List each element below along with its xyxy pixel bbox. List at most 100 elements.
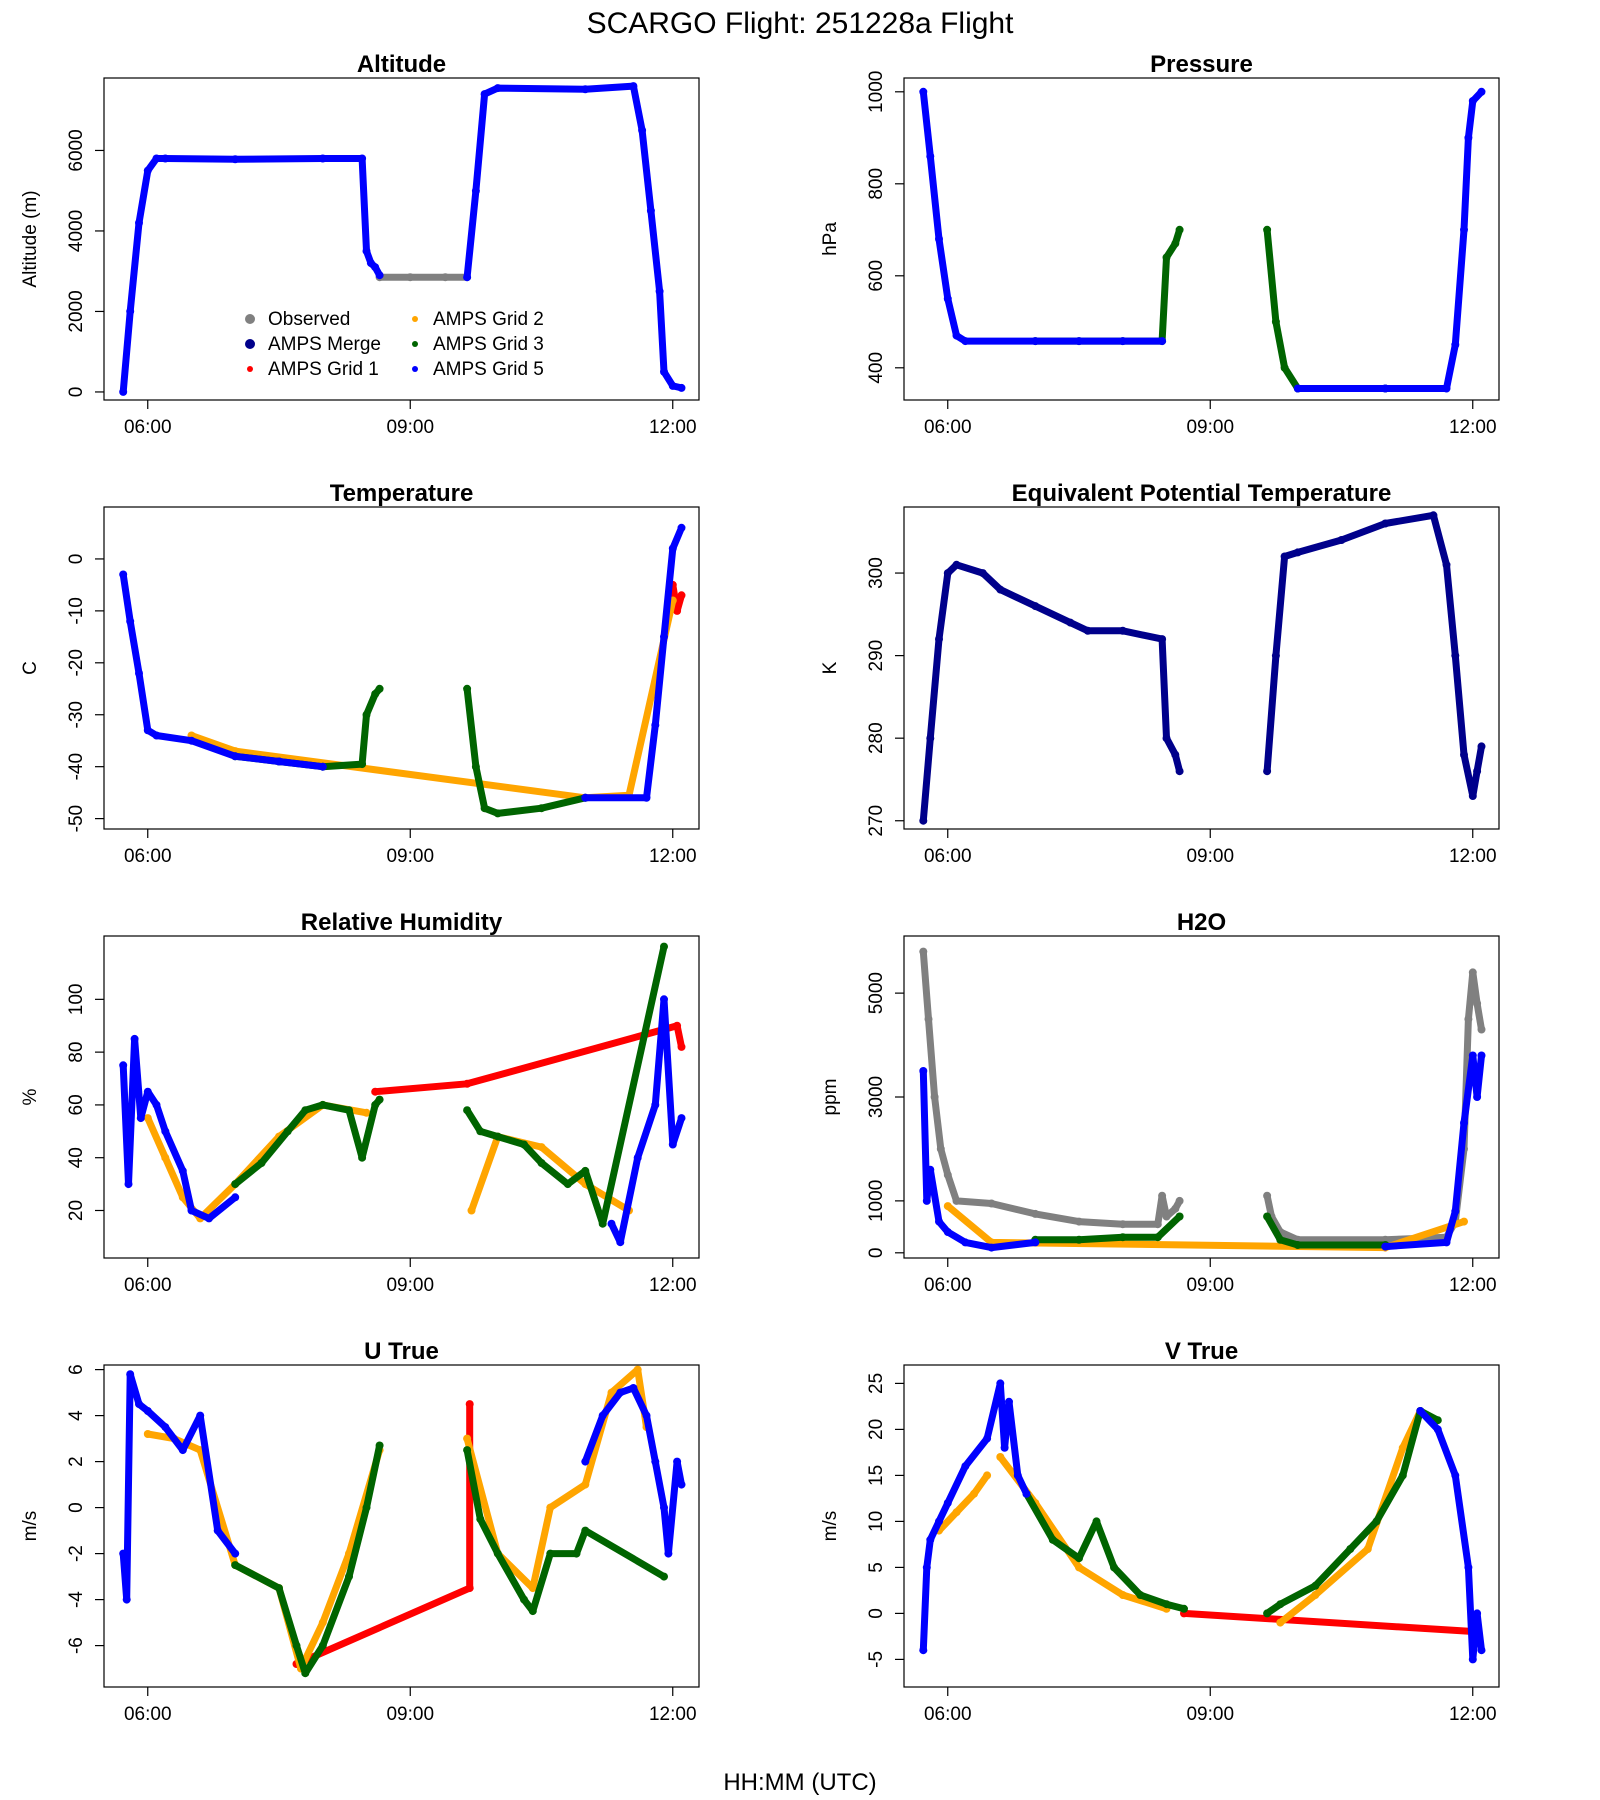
series-observed bbox=[1263, 968, 1485, 1244]
y-axis-label: Altitude (m) bbox=[20, 190, 41, 287]
point-amps-grid-5 bbox=[152, 154, 161, 163]
series-group bbox=[919, 511, 1486, 825]
point-amps-grid-5 bbox=[1468, 1655, 1477, 1664]
point-amps-grid-3 bbox=[257, 1159, 266, 1167]
point-amps-grid-2 bbox=[143, 1430, 152, 1438]
series-group bbox=[119, 942, 686, 1247]
point-amps-grid-2 bbox=[1118, 1591, 1127, 1599]
y-tick-label: 290 bbox=[866, 640, 887, 672]
point-observed bbox=[1468, 968, 1477, 977]
point-amps-grid-5 bbox=[231, 1193, 240, 1202]
point-amps-grid-5 bbox=[935, 1517, 943, 1526]
point-observed bbox=[1473, 999, 1482, 1008]
point-amps-grid-5 bbox=[677, 1114, 686, 1123]
y-tick-label: 20 bbox=[866, 1419, 887, 1440]
plot-frame bbox=[903, 1364, 1500, 1688]
point-amps-grid-3 bbox=[520, 1140, 528, 1149]
point-amps-grid-5 bbox=[119, 1061, 128, 1070]
point-amps-grid-3 bbox=[345, 1572, 353, 1581]
legend-label-amps-grid-1: AMPS Grid 1 bbox=[268, 359, 379, 380]
y-tick-label: 6 bbox=[66, 1364, 87, 1375]
point-amps-grid-2 bbox=[633, 1365, 642, 1374]
point-amps-grid-3 bbox=[301, 1669, 310, 1678]
panel-title: H2O bbox=[1177, 909, 1226, 936]
point-amps-grid-5 bbox=[668, 381, 677, 390]
point-amps-merge bbox=[1477, 742, 1486, 751]
point-amps-grid-3 bbox=[231, 1561, 240, 1570]
legend-marker-amps-grid-5 bbox=[412, 366, 418, 372]
point-amps-grid-5 bbox=[161, 1127, 170, 1136]
point-amps-grid-5 bbox=[651, 1100, 660, 1109]
point-amps-grid-5 bbox=[642, 1411, 651, 1420]
panel-u-true: U True 06:00 09:00 12:00 -6 -4 -2 0 2 4 6 m/s bbox=[20, 1338, 700, 1725]
y-tick-label: -40 bbox=[66, 753, 87, 780]
series-group bbox=[919, 87, 1486, 393]
point-amps-grid-5 bbox=[638, 126, 647, 135]
point-amps-grid-5 bbox=[130, 1034, 139, 1043]
point-amps-grid-5 bbox=[935, 1217, 943, 1226]
legend-marker-amps-grid-3 bbox=[412, 341, 418, 347]
plot-frame bbox=[103, 935, 700, 1259]
point-observed bbox=[930, 1093, 939, 1101]
point-amps-merge bbox=[1293, 548, 1302, 557]
y-tick-label: -2 bbox=[66, 1545, 87, 1562]
point-amps-grid-5 bbox=[231, 1549, 240, 1558]
point-amps-grid-5 bbox=[119, 1549, 128, 1558]
point-amps-grid-5 bbox=[598, 1411, 607, 1420]
y-tick-label: 400 bbox=[866, 352, 887, 384]
series-group bbox=[919, 947, 1486, 1252]
point-observed bbox=[919, 947, 928, 956]
point-amps-grid-5 bbox=[983, 1434, 992, 1443]
series-group bbox=[919, 1379, 1486, 1664]
point-amps-grid-5 bbox=[935, 235, 943, 243]
point-amps-merge bbox=[996, 585, 1005, 594]
x-tick-label: 09:00 bbox=[386, 1275, 434, 1296]
point-amps-grid-3 bbox=[1263, 1212, 1272, 1221]
point-amps-merge bbox=[1158, 635, 1167, 644]
point-amps-grid-3 bbox=[358, 1153, 367, 1162]
point-amps-grid-2 bbox=[581, 1480, 590, 1489]
point-amps-grid-3 bbox=[1162, 253, 1171, 262]
point-amps-grid-3 bbox=[581, 1526, 590, 1535]
y-tick-label: 2000 bbox=[66, 290, 87, 332]
y-axis-label: m/s bbox=[20, 1511, 41, 1542]
point-observed bbox=[1153, 1220, 1162, 1229]
point-amps-grid-2 bbox=[528, 1584, 537, 1593]
point-amps-grid-5 bbox=[493, 84, 502, 93]
point-observed bbox=[441, 273, 450, 282]
y-tick-label: 60 bbox=[66, 1094, 87, 1115]
point-amps-grid-5 bbox=[673, 1457, 682, 1466]
y-tick-label: 25 bbox=[866, 1373, 887, 1394]
point-amps-merge bbox=[1031, 602, 1040, 611]
point-amps-grid-3 bbox=[1263, 225, 1272, 234]
point-amps-grid-5 bbox=[943, 1499, 952, 1507]
x-tick-label: 12:00 bbox=[649, 1704, 697, 1725]
y-tick-label: 1000 bbox=[866, 71, 887, 113]
point-amps-grid-5 bbox=[1468, 1051, 1477, 1060]
point-amps-grid-5 bbox=[1013, 1471, 1022, 1480]
point-amps-merge bbox=[935, 635, 943, 644]
point-amps-grid-3 bbox=[301, 1106, 310, 1115]
series-amps-merge bbox=[1263, 511, 1485, 800]
point-amps-grid-5 bbox=[926, 1535, 935, 1544]
point-amps-grid-2 bbox=[943, 1202, 952, 1211]
point-amps-merge bbox=[1460, 750, 1468, 759]
legend-marker-amps-grid-2 bbox=[412, 316, 418, 322]
point-amps-grid-2 bbox=[362, 1108, 371, 1117]
point-amps-grid-3 bbox=[1293, 1241, 1302, 1249]
plot-frame bbox=[103, 1364, 700, 1688]
point-amps-grid-3 bbox=[660, 1572, 668, 1581]
point-amps-merge bbox=[1442, 560, 1451, 569]
x-tick-label: 06:00 bbox=[124, 846, 172, 867]
panel-title: Relative Humidity bbox=[301, 909, 503, 936]
point-amps-grid-3 bbox=[660, 942, 668, 951]
point-amps-grid-3 bbox=[537, 804, 546, 813]
series-amps-grid-3 bbox=[463, 1446, 668, 1615]
point-amps-grid-5 bbox=[961, 337, 970, 346]
point-amps-merge bbox=[1175, 767, 1184, 776]
y-tick-label: 20 bbox=[66, 1200, 87, 1221]
point-amps-grid-5 bbox=[922, 1563, 931, 1572]
point-observed bbox=[943, 1170, 952, 1179]
y-tick-label: -10 bbox=[66, 597, 87, 624]
plot-frame bbox=[903, 77, 1500, 401]
